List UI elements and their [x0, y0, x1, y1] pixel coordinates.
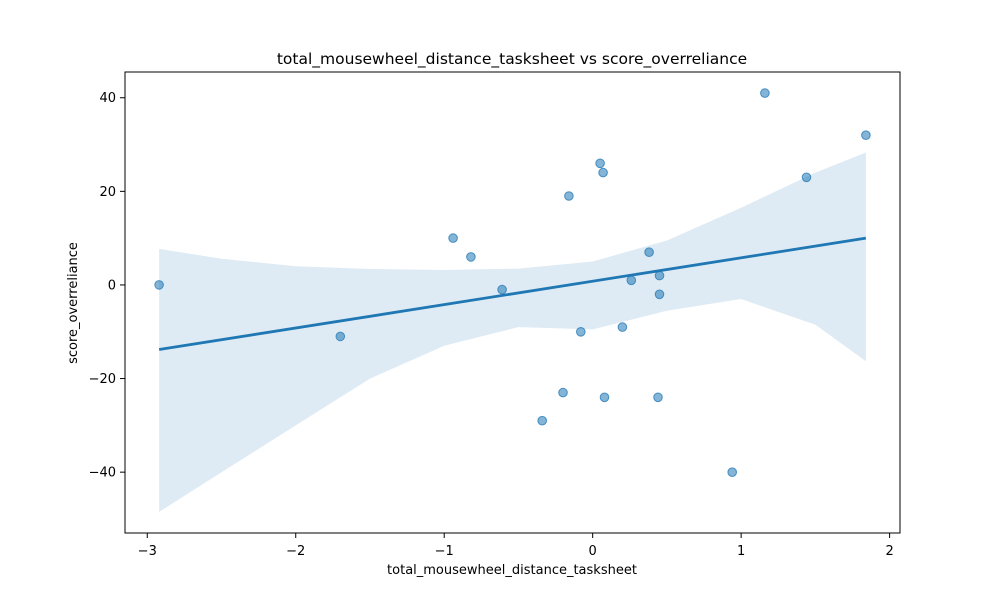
data-point	[497, 284, 507, 295]
x-axis: −3 −2 −1 0 1 2	[138, 533, 894, 559]
y-tick-label: −40	[89, 466, 116, 481]
data-point	[335, 331, 346, 342]
scatter-points	[154, 88, 871, 478]
data-point	[537, 415, 548, 426]
data-point	[861, 130, 871, 140]
data-point	[626, 275, 637, 286]
data-point	[599, 392, 610, 403]
data-point	[653, 392, 663, 403]
data-point	[654, 270, 665, 281]
plot-frame	[124, 71, 901, 534]
data-point	[617, 322, 628, 332]
data-point	[466, 252, 476, 262]
data-point	[654, 289, 665, 300]
data-point	[564, 191, 574, 201]
data-point	[595, 158, 605, 169]
data-point	[558, 387, 568, 398]
x-tick-label: 1	[737, 544, 745, 559]
data-point	[760, 88, 770, 98]
y-tick-label: 0	[108, 278, 116, 293]
data-point	[154, 280, 164, 290]
data-point	[598, 167, 608, 178]
x-tick-label: 0	[589, 544, 597, 559]
x-tick-label: −2	[286, 544, 305, 559]
plot-area	[124, 71, 901, 534]
data-point	[727, 467, 738, 478]
x-tick-label: 2	[885, 544, 893, 559]
chart-title: total_mousewheel_distance_tasksheet vs s…	[277, 50, 747, 69]
data-point	[801, 172, 812, 183]
x-axis-label: total_mousewheel_distance_tasksheet	[387, 563, 637, 578]
x-tick-label: −3	[138, 544, 157, 559]
y-tick-label: 20	[99, 185, 116, 200]
data-point	[644, 247, 654, 257]
data-point	[576, 327, 586, 337]
confidence-band	[159, 152, 866, 512]
y-axis: −40 −20 0 20 40	[89, 91, 125, 481]
x-tick-label: −1	[435, 544, 454, 559]
y-axis-label: score_overreliance	[66, 242, 81, 364]
y-tick-label: 40	[99, 91, 116, 106]
y-tick-label: −20	[89, 372, 116, 387]
regression-line	[158, 236, 867, 351]
data-point	[448, 233, 458, 243]
